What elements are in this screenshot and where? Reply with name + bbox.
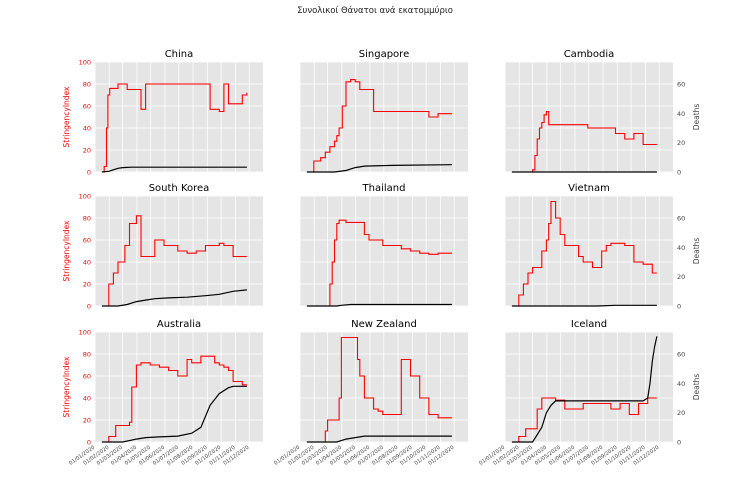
stringency-line [306, 79, 452, 173]
right-tick-label: 60 [677, 215, 685, 223]
left-axis-label: StringencyIndex [62, 356, 71, 418]
stringency-line [511, 200, 657, 307]
right-tick-label: 0 [677, 169, 681, 177]
right-axis-label: Deaths [692, 374, 701, 401]
left-tick-label: 40 [83, 259, 91, 267]
right-tick-label: 20 [677, 273, 685, 281]
right-tick-label: 0 [677, 439, 681, 447]
right-axis-label: Deaths [692, 104, 701, 131]
right-tick-label: 60 [677, 351, 685, 359]
left-axis-label: StringencyIndex [62, 86, 71, 148]
right-tick-label: 40 [677, 110, 685, 118]
deaths-line [306, 435, 452, 443]
right-tick-label: 20 [677, 409, 685, 417]
deaths-line [306, 164, 452, 173]
panel-title: Cambodia [564, 49, 615, 60]
stringency-line [511, 397, 657, 443]
left-tick-label: 60 [83, 237, 91, 245]
left-tick-label: 0 [87, 169, 91, 177]
left-tick-label: 0 [87, 303, 91, 311]
panel-singapore: Singapore [299, 49, 468, 173]
left-tick-label: 60 [83, 373, 91, 381]
panel-vietnam: Vietnam 0 20 40 60 Deaths [504, 183, 701, 311]
left-tick-label: 60 [83, 103, 91, 111]
left-tick-label: 20 [83, 281, 91, 289]
panel-australia: Australia020406080100StringencyIndex01/0… [62, 319, 263, 467]
right-tick-label: 20 [677, 139, 685, 147]
left-tick-label: 80 [83, 351, 91, 359]
left-axis-label: StringencyIndex [62, 220, 71, 282]
panel-china: China 0 20 40 60 80 100 StringencyIndex [62, 49, 263, 177]
left-tick-label: 100 [79, 329, 91, 337]
right-tick-label: 40 [677, 244, 685, 252]
panel-title: New Zealand [351, 319, 417, 330]
left-tick-label: 40 [83, 125, 91, 133]
left-tick-label: 80 [83, 81, 91, 89]
stringency-line [306, 219, 452, 307]
panel-new-zealand: New Zealand01/01/202001/02/202001/03/202… [273, 319, 468, 467]
left-tick-label: 20 [83, 417, 91, 425]
panel-title: Thailand [362, 183, 406, 194]
panel-title: South Korea [149, 183, 210, 194]
left-tick-label: 80 [83, 215, 91, 223]
figure-title: Συνολικοί Θάνατοι ανά εκατομμύριο [297, 6, 453, 16]
stringency-line [306, 336, 452, 443]
stringency-line [101, 355, 247, 443]
deaths-line [511, 336, 658, 443]
panel-thailand: Thailand [299, 183, 468, 307]
right-tick-label: 0 [677, 303, 681, 311]
right-tick-label: 40 [677, 380, 685, 388]
right-tick-label: 60 [677, 81, 685, 89]
panel-title: Vietnam [568, 183, 610, 194]
deaths-line [101, 385, 247, 443]
left-tick-label: 100 [79, 193, 91, 201]
deaths-line [101, 166, 247, 173]
deaths-line [101, 289, 247, 307]
panel-title: Singapore [359, 49, 409, 60]
left-tick-label: 100 [79, 59, 91, 67]
left-tick-label: 20 [83, 147, 91, 155]
stringency-line [511, 110, 657, 173]
panel-title: China [165, 49, 194, 60]
panel-iceland: Iceland0204060Deaths01/01/202001/02/2020… [478, 319, 701, 467]
panel-title: Iceland [571, 319, 607, 330]
stringency-line [101, 83, 248, 173]
stringency-line [101, 215, 247, 307]
left-tick-label: 40 [83, 395, 91, 403]
panel-cambodia: Cambodia 0 20 40 60 Deaths [504, 49, 701, 177]
panel-title: Australia [157, 319, 201, 330]
right-axis-label: Deaths [692, 238, 701, 265]
panel-south-korea: South Korea 0 20 40 60 80 100 StringencyIndex [62, 183, 263, 311]
deaths-line [511, 304, 657, 307]
deaths-line [306, 303, 452, 307]
left-tick-label: 0 [87, 439, 91, 447]
